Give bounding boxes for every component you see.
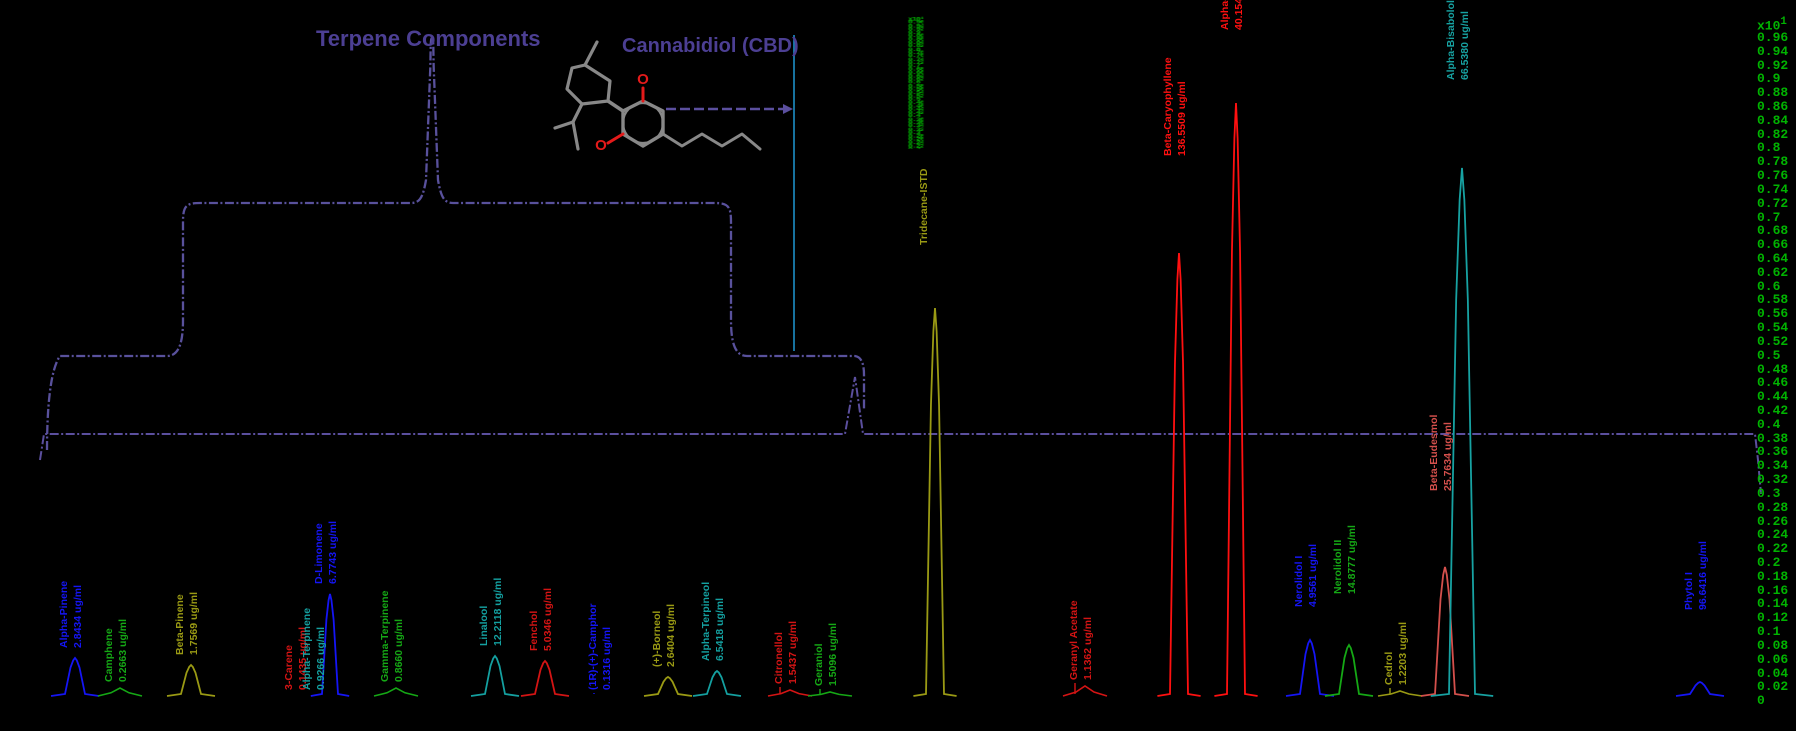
svg-text:Nerolidol II: Nerolidol II xyxy=(1332,540,1344,594)
svg-text:6.5418 ug/ml: 6.5418 ug/ml xyxy=(714,598,726,661)
svg-text:0.8660 ug/ml: 0.8660 ug/ml xyxy=(393,619,405,682)
svg-text:Gamma-Terpinene: Gamma-Terpinene xyxy=(379,590,391,682)
svg-text:1.2203 ug/ml: 1.2203 ug/ml xyxy=(1397,622,1409,685)
svg-text:Linalool: Linalool xyxy=(478,606,490,646)
svg-text:D-Limonene: D-Limonene xyxy=(313,523,325,584)
svg-text:14.8777 ug/ml: 14.8777 ug/ml xyxy=(1346,525,1358,594)
svg-text:Alpha-Terpineol: Alpha-Terpineol xyxy=(700,582,712,661)
svg-text:5.0346 ug/ml: 5.0346 ug/ml xyxy=(542,588,554,651)
svg-text:66.5380 ug/ml: 66.5380 ug/ml xyxy=(1459,11,1471,80)
svg-text:Beta-Pinene: Beta-Pinene xyxy=(174,594,186,655)
svg-text:1.5437 ug/ml: 1.5437 ug/ml xyxy=(787,621,799,684)
svg-text:6.7743 ug/ml: 6.7743 ug/ml xyxy=(327,521,339,584)
svg-text:136.5509 ug/ml: 136.5509 ug/ml xyxy=(1176,81,1188,156)
svg-text:Tridecane-ISTD: Tridecane-ISTD xyxy=(918,168,930,245)
svg-text:Citronellol: Citronellol xyxy=(773,632,785,684)
svg-text:3-Carene: 3-Carene xyxy=(283,645,295,690)
svg-text:O: O xyxy=(637,71,649,88)
svg-text:1.1362 ug/ml: 1.1362 ug/ml xyxy=(1082,617,1094,680)
svg-text:4.9561 ug/ml: 4.9561 ug/ml xyxy=(1307,544,1319,607)
svg-text:1.7569 ug/ml: 1.7569 ug/ml xyxy=(188,592,200,655)
svg-text:Camphene: Camphene xyxy=(103,628,115,682)
svg-text:12.2118 ug/ml: 12.2118 ug/ml xyxy=(492,578,504,646)
svg-text:1.5096 ug/ml: 1.5096 ug/ml xyxy=(827,623,839,686)
svg-text:Geraniol: Geraniol xyxy=(813,643,825,686)
svg-text:Phytol I: Phytol I xyxy=(1683,572,1695,610)
svg-text:Fenchol: Fenchol xyxy=(528,611,540,651)
svg-text:Beta-Caryophyllene: Beta-Caryophyllene xyxy=(1162,57,1174,156)
svg-text:0.9266 ug/ml: 0.9266 ug/ml xyxy=(315,627,327,690)
svg-text:O: O xyxy=(595,137,607,154)
svg-text:25.7634 ug/ml: 25.7634 ug/ml xyxy=(1442,422,1454,491)
svg-text:Alpha-Bisabolol: Alpha-Bisabolol xyxy=(1445,0,1457,80)
svg-text:Nerolidol I: Nerolidol I xyxy=(1293,556,1305,607)
svg-text:96.6416 ug/ml: 96.6416 ug/ml xyxy=(1697,541,1709,610)
svg-text:Alpha-Pinene: Alpha-Pinene xyxy=(58,581,70,648)
svg-text:Geranyl Acetate: Geranyl Acetate xyxy=(1068,600,1080,680)
svg-text:Alpha-Humulene: Alpha-Humulene xyxy=(1219,0,1231,30)
svg-text:(1R)-(+)-Camphor: (1R)-(+)-Camphor xyxy=(587,603,599,690)
svg-text:0.1316 ug/ml: 0.1316 ug/ml xyxy=(601,627,613,690)
svg-text:Alpha-Terpinene: Alpha-Terpinene xyxy=(301,608,313,690)
svg-text:Cedrol: Cedrol xyxy=(1383,652,1395,685)
svg-text:Terpene Components: Terpene Components xyxy=(316,26,541,51)
svg-text:40.1541 ug/ml: 40.1541 ug/ml xyxy=(1233,0,1245,30)
svg-text:2.8434 ug/ml: 2.8434 ug/ml xyxy=(72,585,84,648)
svg-text:Cannabidiol (CBD): Cannabidiol (CBD) xyxy=(622,35,799,57)
svg-text:(+)-Borneol: (+)-Borneol xyxy=(651,611,663,667)
svg-text:2.6404 ug/ml: 2.6404 ug/ml xyxy=(665,604,677,667)
svg-text:Beta-Eudesmol: Beta-Eudesmol xyxy=(1428,414,1440,491)
svg-text:0.2663 ug/ml: 0.2663 ug/ml xyxy=(117,619,129,682)
